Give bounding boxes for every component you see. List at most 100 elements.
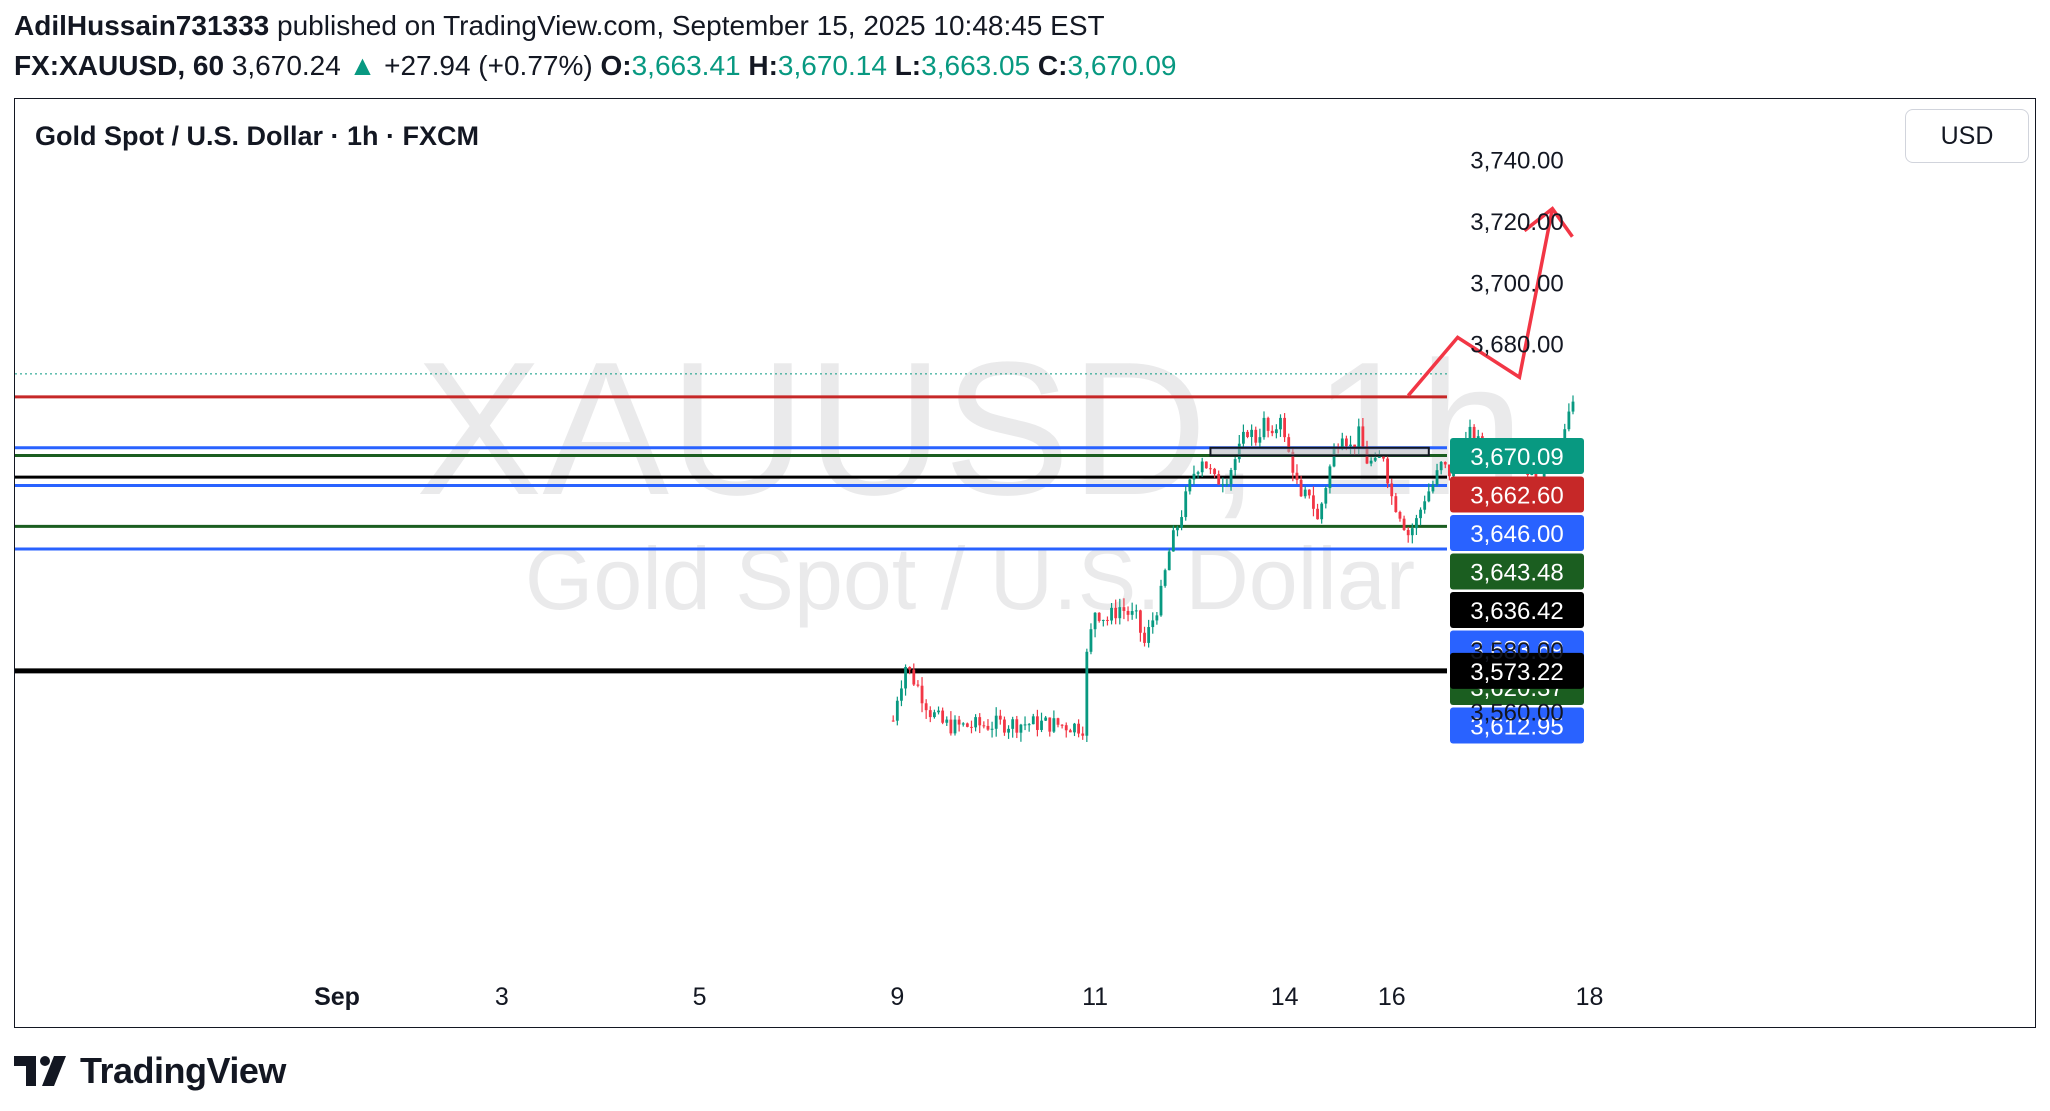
published-text: published on TradingView.com, September …: [277, 10, 1105, 41]
candle-body: [1089, 629, 1093, 652]
candle-body: [1299, 479, 1303, 497]
candle-body: [1390, 483, 1394, 497]
candle-body: [1106, 619, 1109, 621]
change-arrow-icon: ▲: [348, 50, 377, 81]
candle-body: [1402, 518, 1406, 530]
candle-body: [1283, 417, 1286, 438]
author-name[interactable]: AdilHussain731333: [14, 10, 270, 41]
tradingview-icon: [14, 1056, 66, 1086]
y-tick-label: 3,680.00: [1470, 332, 1563, 359]
chart-title: Gold Spot / U.S. Dollar · 1h · FXCM: [35, 121, 479, 151]
candle-body: [1279, 417, 1282, 430]
candle-body: [1316, 508, 1319, 520]
high-label: H:: [748, 50, 778, 81]
candle-body: [1184, 491, 1188, 518]
candle-body: [1250, 429, 1254, 437]
candle-body: [1192, 473, 1196, 480]
candle-body: [1130, 611, 1134, 615]
x-tick-label: 14: [1271, 983, 1299, 1011]
candle-body: [1139, 610, 1142, 633]
candle-body: [924, 703, 928, 711]
candle-body: [1320, 503, 1324, 520]
candle-body: [949, 719, 953, 734]
candle-body: [1110, 607, 1113, 621]
level-price-label: 3,670.09: [1470, 444, 1563, 471]
x-tick-label: 18: [1576, 983, 1604, 1011]
candle-body: [998, 715, 1002, 720]
candle-body: [961, 723, 965, 725]
x-tick-label: Sep: [314, 983, 360, 1011]
candle-body: [1180, 517, 1183, 528]
candle-body: [1324, 488, 1328, 504]
candle-body: [1427, 491, 1431, 502]
candle-body: [1266, 417, 1270, 431]
candle-body: [1093, 612, 1097, 630]
candle-body: [1027, 724, 1031, 726]
candle-body: [920, 685, 924, 704]
candle-body: [1040, 720, 1043, 730]
candle-body: [1435, 470, 1439, 485]
candle-body: [1007, 728, 1010, 733]
projection-arrowhead-icon: [1523, 206, 1574, 238]
plot-bottom-mask: [15, 742, 1447, 752]
candle-body: [1077, 723, 1080, 734]
candle-body: [1468, 426, 1472, 439]
y-tick-label: 3,560.00: [1470, 699, 1563, 726]
candle-body: [1060, 724, 1064, 726]
candle-body: [1221, 484, 1225, 486]
candle-body: [904, 667, 907, 689]
level-price-label-box: [1450, 515, 1584, 551]
candle-body: [941, 710, 945, 723]
candle-body: [1423, 501, 1427, 510]
level-price-label-box: [1450, 652, 1584, 689]
level-price-label: 3,636.42: [1470, 598, 1563, 625]
candle-body: [1382, 456, 1385, 459]
candle-body: [1036, 716, 1039, 730]
level-price-label-box: [1450, 553, 1584, 590]
candle-body: [1147, 627, 1151, 643]
candle-body: [1295, 472, 1299, 480]
candle-body: [1406, 529, 1410, 536]
candle-body: [916, 684, 920, 686]
candle-body: [891, 720, 895, 722]
brand-name: TradingView: [80, 1050, 286, 1091]
y-tick-label: 3,740.00: [1470, 148, 1563, 175]
candle-body: [1361, 426, 1365, 447]
candle-body: [1068, 730, 1072, 733]
candle-body: [1217, 474, 1221, 485]
candle-body: [1353, 444, 1357, 448]
last-price: 3,670.24: [231, 50, 341, 81]
candle-body: [945, 719, 949, 723]
candle-body: [1167, 551, 1171, 571]
currency-button[interactable]: USD: [1905, 109, 2029, 163]
candle-body: [1204, 461, 1208, 469]
projection-arrow: [1406, 208, 1555, 397]
candle-body: [1196, 472, 1200, 474]
candle-body: [1307, 489, 1311, 496]
candle-body: [1262, 417, 1266, 438]
candle-body: [1213, 468, 1216, 475]
candle-body: [1258, 437, 1262, 443]
chart-panel[interactable]: XAUUSD, 1h Gold Spot / U.S. Dollar 3,670.…: [14, 98, 2036, 1028]
candle-body: [1287, 437, 1291, 452]
close-value: 3,670.09: [1067, 50, 1177, 81]
candle-body: [1394, 496, 1398, 513]
candle-body: [1410, 528, 1414, 536]
x-tick-label: 9: [890, 983, 904, 1011]
candle-body: [1143, 632, 1146, 643]
candle-body: [986, 725, 990, 730]
candle-body: [1163, 570, 1167, 586]
candle-body: [1048, 717, 1052, 732]
candle-body: [912, 669, 916, 685]
level-price-label-box: [1450, 438, 1584, 474]
level-price-label-box: [1450, 707, 1584, 744]
candle-body: [1270, 430, 1274, 434]
candle-body: [933, 712, 936, 718]
x-tick-label: 3: [495, 983, 509, 1011]
candle-body: [1567, 411, 1571, 430]
candle-body: [965, 723, 969, 727]
candle-body: [1011, 719, 1015, 729]
tradingview-logo[interactable]: TradingView: [14, 1050, 286, 1092]
candle-body: [1023, 724, 1027, 726]
